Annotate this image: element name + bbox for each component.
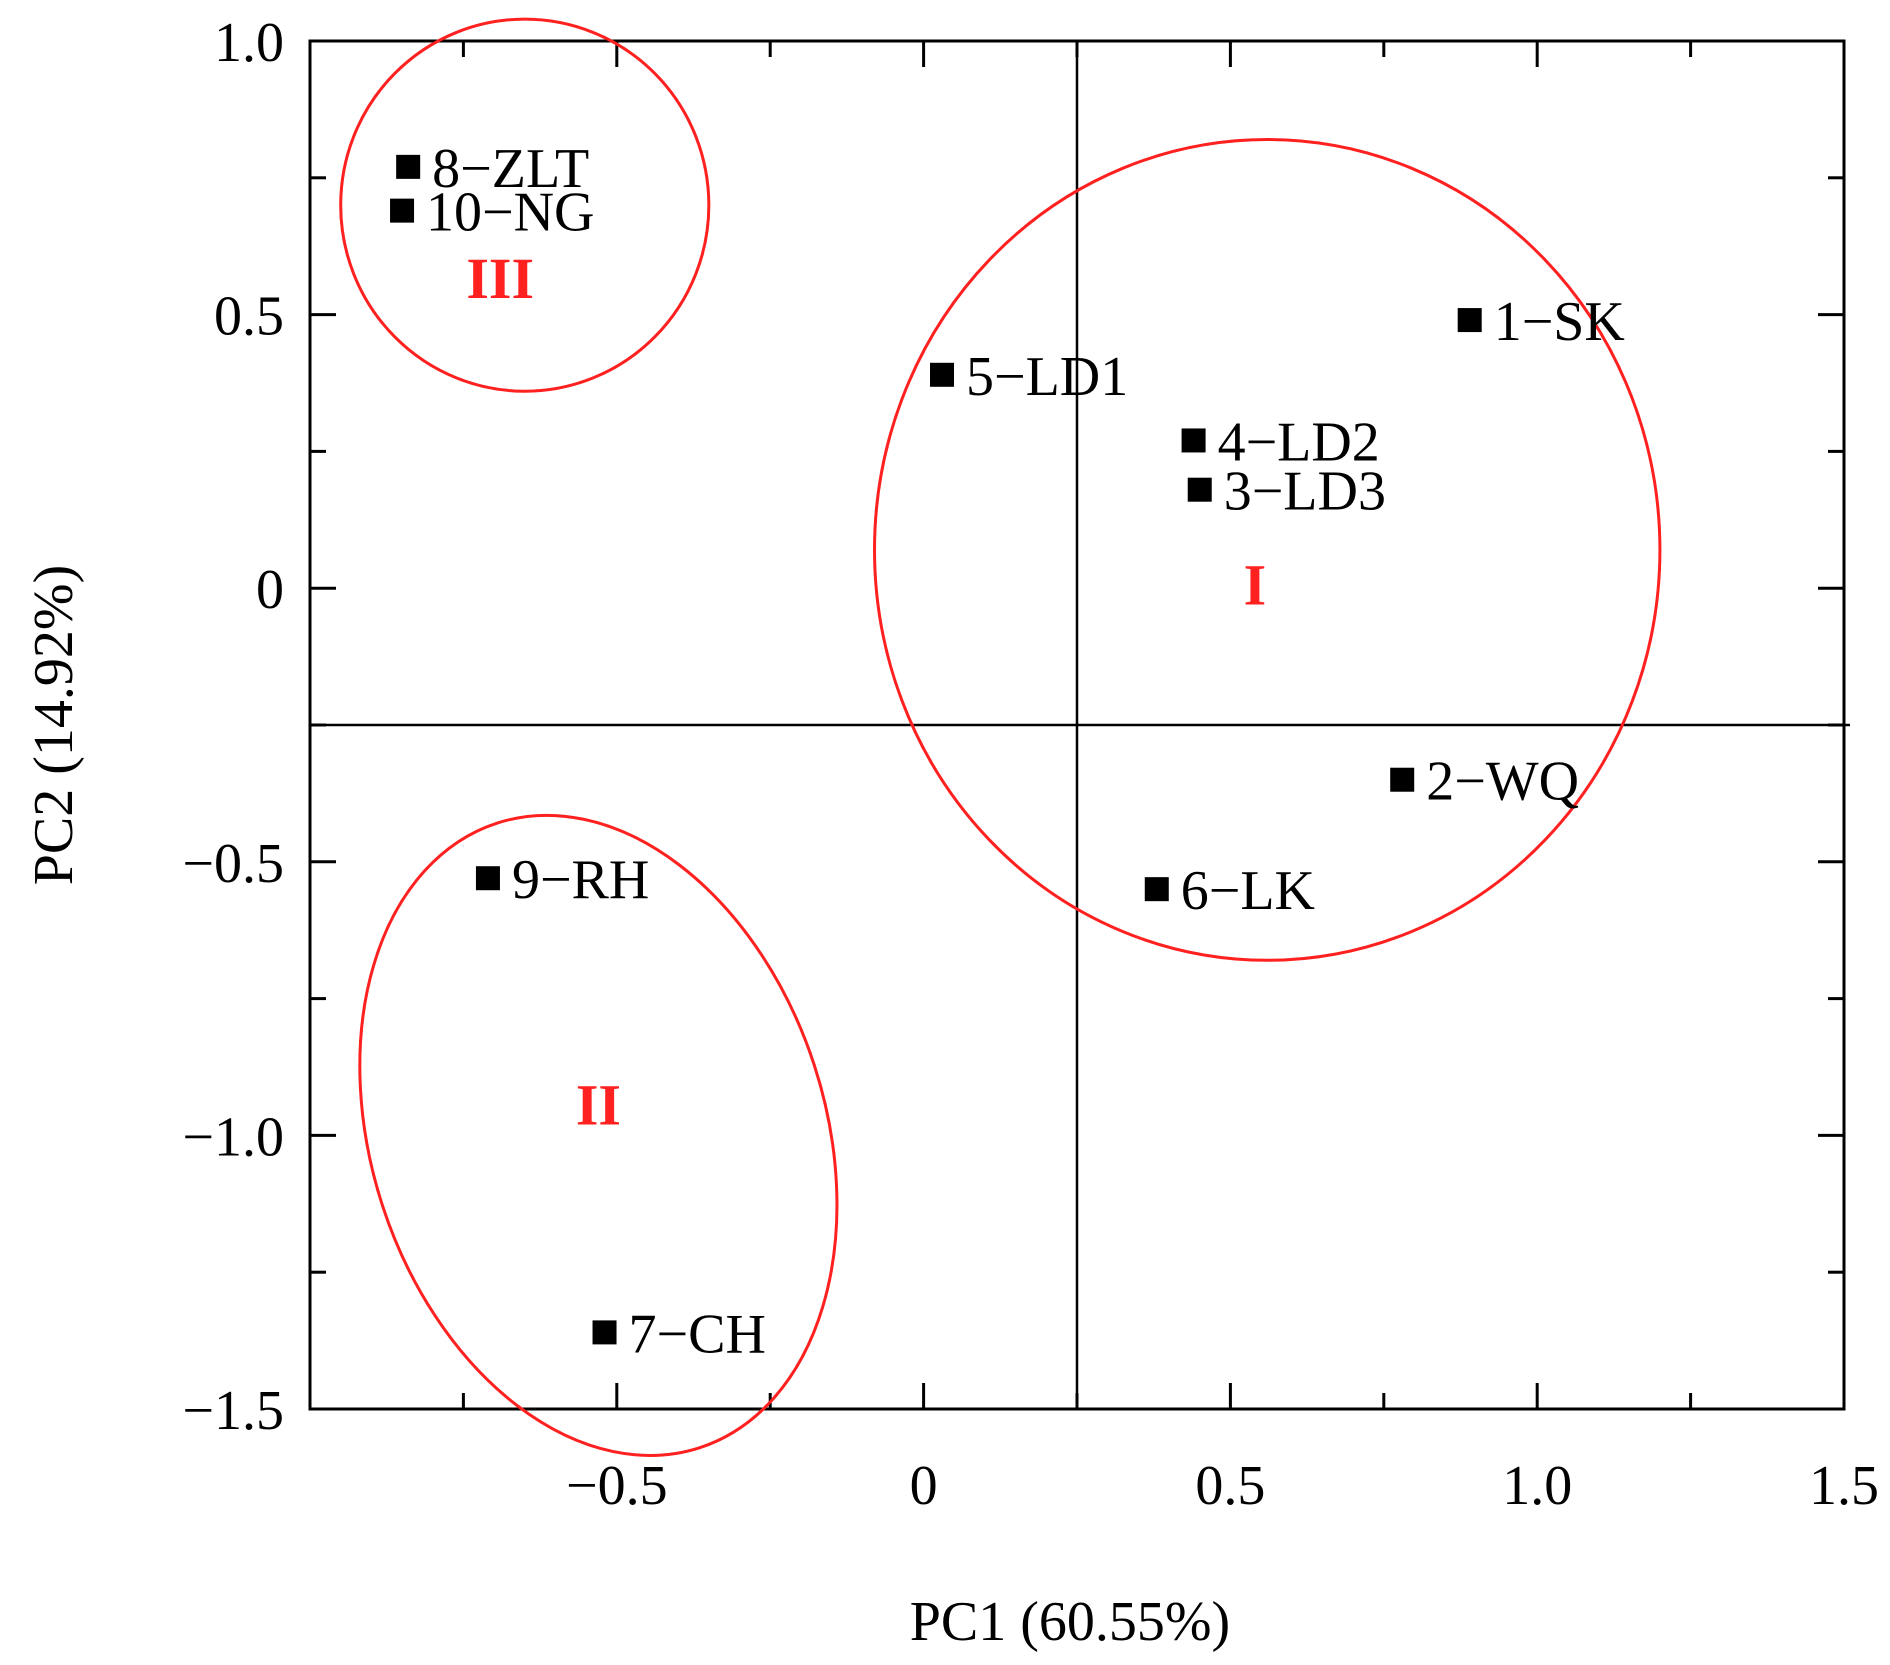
- x-tick-label: 1.0: [1502, 1455, 1572, 1517]
- reference-lines: [310, 41, 1850, 1409]
- group-ellipses: [339, 17, 1662, 1457]
- point-label: 5−LD1: [966, 346, 1128, 408]
- x-tick-labels: −0.5 0 0.5 1.0 1.5: [566, 1455, 1879, 1517]
- group-ellipse: [358, 813, 839, 1457]
- y-tick-label: −1.5: [182, 1380, 284, 1442]
- group-ellipse: [873, 137, 1662, 962]
- x-tick-label: −0.5: [566, 1455, 668, 1517]
- point-label: 9−RH: [512, 849, 649, 911]
- point-label: 6−LK: [1181, 860, 1315, 922]
- point-label: 3−LD3: [1224, 461, 1386, 523]
- point-label: 4−LD2: [1218, 411, 1380, 473]
- y-tick-label: −1.0: [182, 1106, 284, 1168]
- y-tick-label: 1.0: [214, 12, 284, 74]
- point-label: 8−ZLT: [432, 138, 589, 200]
- y-axis-title: PC2 (14.92%): [23, 565, 85, 885]
- y-tick-label: −0.5: [182, 833, 284, 895]
- y-tick-labels: 1.0 0.5 0 −0.5 −1.0 −1.5: [182, 12, 284, 1442]
- data-point-marker: [1457, 308, 1482, 333]
- y-tick-label: 0: [256, 559, 284, 621]
- data-point-marker: [1144, 877, 1169, 902]
- data-point-marker: [592, 1320, 617, 1345]
- point-label: 1−SK: [1494, 291, 1625, 353]
- group-label: I: [1244, 553, 1267, 618]
- data-point-marker: [1187, 477, 1212, 502]
- x-tick-label: 0.5: [1195, 1455, 1265, 1517]
- point-label: 7−CH: [629, 1303, 766, 1365]
- y-tick-label: 0.5: [214, 286, 284, 348]
- data-point-marker: [930, 362, 955, 387]
- x-tick-label: 1.5: [1809, 1455, 1879, 1517]
- point-label: 2−WQ: [1426, 751, 1579, 813]
- group-ellipse: [339, 17, 711, 393]
- data-point-marker: [396, 154, 421, 179]
- group-label: II: [576, 1072, 621, 1137]
- data-point-marker: [475, 866, 500, 891]
- data-point-marker: [1181, 428, 1206, 453]
- data-point-marker: [1390, 767, 1415, 792]
- group-label: III: [466, 246, 534, 311]
- data-point-marker: [390, 198, 415, 223]
- data-points: [390, 154, 1482, 1345]
- x-axis-title: PC1 (60.55%): [910, 1591, 1230, 1653]
- point-label: 10−NG: [426, 182, 594, 244]
- x-tick-label: 0: [910, 1455, 938, 1517]
